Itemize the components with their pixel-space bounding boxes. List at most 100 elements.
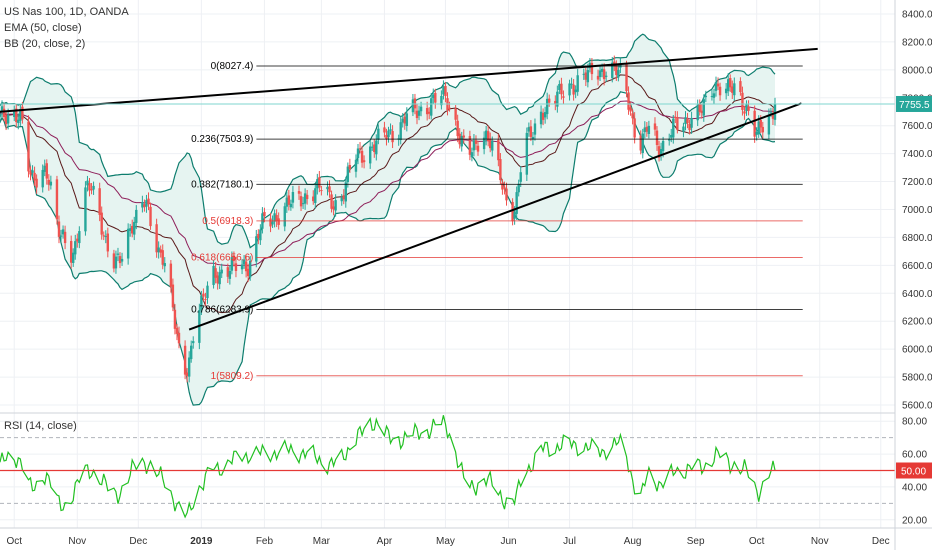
candle (741, 86, 744, 116)
candle (120, 252, 124, 266)
candle-body (602, 69, 606, 80)
candle-body (301, 203, 305, 205)
candle (358, 142, 362, 154)
candle-body (246, 268, 250, 277)
candle-body (661, 140, 665, 152)
candle (330, 190, 333, 213)
candle-body (442, 86, 445, 95)
candle-body (371, 146, 374, 148)
candle-body (714, 81, 718, 91)
rsi-level-label: 50.00 (901, 467, 926, 478)
candle (531, 132, 535, 146)
candle-body (0, 114, 2, 117)
candle (161, 244, 164, 270)
candle-body (118, 256, 122, 264)
candle-body (114, 256, 118, 269)
candle-body (356, 148, 360, 159)
price-tick-label: 7400.0 (902, 149, 932, 160)
candle (729, 74, 732, 92)
candle (88, 177, 91, 197)
candle-body (598, 70, 602, 78)
candle-body (430, 98, 433, 116)
candle-body (468, 136, 472, 155)
candle (690, 111, 693, 134)
candle (340, 193, 343, 206)
candle-body (84, 187, 87, 232)
candle (348, 158, 352, 173)
candle (598, 65, 602, 82)
candle-body (531, 136, 535, 140)
candle (684, 111, 687, 131)
candle-body (100, 212, 103, 235)
candle-body (515, 192, 518, 214)
candle (686, 112, 689, 129)
rsi-tick-label: 60.00 (902, 450, 927, 461)
candle (246, 263, 250, 282)
candle-body (6, 114, 10, 124)
candle-body (470, 152, 474, 158)
candle-body (568, 83, 571, 96)
candle-body (157, 247, 160, 253)
candle (63, 225, 67, 250)
candle (175, 323, 179, 341)
candle (472, 134, 476, 157)
candle-body (45, 163, 48, 179)
candle-body (724, 88, 728, 94)
candle (519, 166, 522, 188)
candle-body (271, 221, 274, 225)
candle-body (362, 160, 366, 163)
candle (377, 124, 380, 145)
candle (285, 191, 289, 213)
candle (141, 195, 144, 213)
x-tick-label: Jul (563, 536, 576, 547)
candle (387, 126, 390, 143)
candle (0, 100, 4, 118)
candle-body (543, 112, 547, 118)
candle-body (244, 261, 248, 272)
candle-body (757, 121, 760, 135)
candle-body (285, 197, 289, 207)
candle (72, 248, 75, 267)
candle-body (214, 268, 217, 278)
candle (362, 155, 366, 169)
candle (69, 235, 73, 269)
candle-body (74, 241, 77, 255)
candle (328, 180, 331, 198)
candle-body (743, 111, 746, 114)
fib-label: 0(8027.4) (211, 61, 254, 72)
candle (533, 118, 537, 141)
price-tick-label: 7000.0 (902, 205, 932, 216)
candle (556, 85, 559, 113)
candle-body (342, 195, 345, 200)
x-tick-label: Dec (872, 536, 890, 547)
candle (33, 166, 36, 186)
candle-body (411, 99, 415, 113)
x-tick-label: Mar (313, 536, 331, 547)
candle (59, 229, 63, 242)
fib-label: 1(5809.2) (211, 371, 254, 382)
candle (159, 245, 162, 258)
candle-body (141, 202, 144, 208)
candle-body (291, 192, 295, 203)
candle-body (35, 178, 38, 188)
price-tick-label: 6800.0 (902, 233, 932, 244)
candle-body (590, 62, 594, 75)
candle (753, 105, 756, 143)
candle-body (586, 70, 590, 83)
candle (84, 181, 87, 236)
candle-body (761, 126, 764, 133)
candle (27, 115, 30, 178)
candle (470, 147, 474, 162)
candle (112, 249, 116, 273)
x-tick-label: Nov (68, 536, 86, 547)
candle-body (41, 169, 44, 188)
candle (369, 140, 372, 169)
candle-body (560, 83, 563, 95)
candle (259, 224, 262, 245)
candle-body (676, 117, 679, 130)
candle-body (541, 112, 545, 120)
candle (61, 225, 65, 239)
candle (604, 71, 608, 83)
price-tick-label: 8400.0 (902, 9, 932, 20)
